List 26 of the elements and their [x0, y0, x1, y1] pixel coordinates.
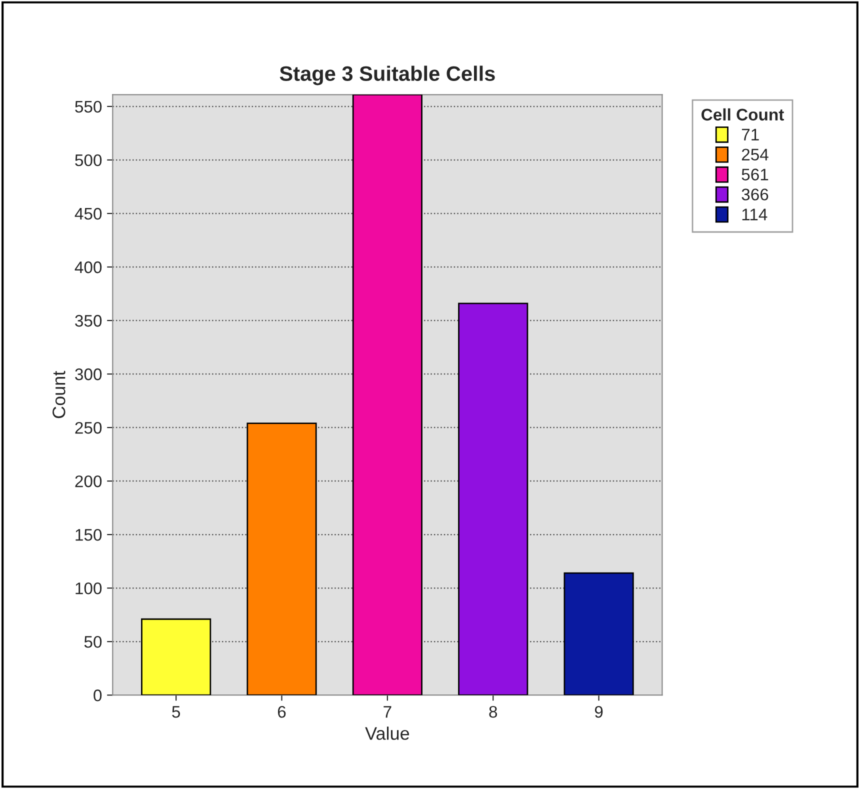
y-tick-label: 200: [75, 475, 102, 488]
x-tick-label: 9: [594, 706, 603, 718]
y-tick-label: 400: [74, 261, 102, 274]
legend-label: 366: [742, 188, 768, 200]
x-axis-title: Value: [365, 726, 410, 740]
y-tick-label: 450: [74, 208, 102, 220]
y-tick-label: 300: [75, 368, 102, 380]
legend-label: 254: [742, 148, 768, 161]
chart-title: Stage 3 Suitable Cells: [280, 66, 495, 86]
y-tick-label: 150: [76, 528, 102, 541]
x-tick-label: 7: [384, 706, 392, 718]
x-tick-label: 6: [278, 706, 286, 718]
legend-title: Cell Count: [702, 108, 784, 121]
y-tick-label: 350: [75, 314, 102, 327]
y-axis-title: Count: [52, 370, 66, 418]
y-tick-label: 500: [75, 154, 102, 166]
y-tick-label: 100: [76, 582, 102, 594]
x-tick-label: 5: [172, 706, 180, 718]
y-tick-label: 250: [75, 422, 102, 434]
y-tick-label: 550: [75, 100, 102, 113]
y-tick-label: 0: [94, 690, 102, 702]
legend-label: 561: [742, 168, 768, 180]
x-tick-label: 8: [489, 706, 498, 718]
y-tick-label: 50: [84, 636, 102, 648]
legend-label: 71: [742, 128, 759, 140]
legend-label: 114: [742, 208, 768, 220]
